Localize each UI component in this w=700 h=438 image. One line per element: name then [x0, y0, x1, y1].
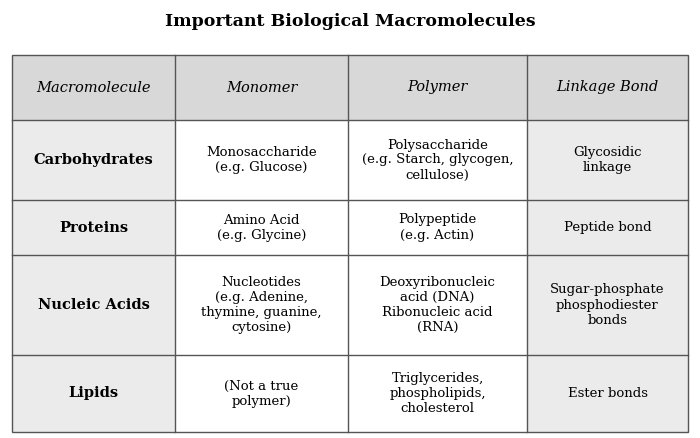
Bar: [348, 120, 527, 432]
Bar: [12, 55, 688, 120]
Text: Ester bonds: Ester bonds: [568, 387, 648, 400]
Text: Monomer: Monomer: [226, 81, 298, 95]
Bar: [12, 120, 175, 432]
Text: Triglycerides,
phospholipids,
cholesterol: Triglycerides, phospholipids, cholestero…: [389, 372, 486, 415]
Text: Polypeptide
(e.g. Actin): Polypeptide (e.g. Actin): [398, 213, 477, 241]
Text: Amino Acid
(e.g. Glycine): Amino Acid (e.g. Glycine): [217, 213, 306, 241]
Text: Proteins: Proteins: [59, 220, 128, 234]
Text: Nucleic Acids: Nucleic Acids: [38, 298, 149, 312]
Bar: [175, 120, 348, 432]
Bar: [12, 55, 688, 432]
Text: Nucleotides
(e.g. Adenine,
thymine, guanine,
cytosine): Nucleotides (e.g. Adenine, thymine, guan…: [202, 276, 322, 334]
Text: Macromolecule: Macromolecule: [36, 81, 150, 95]
Text: Linkage Bond: Linkage Bond: [556, 81, 659, 95]
Text: Peptide bond: Peptide bond: [564, 221, 651, 234]
Text: Deoxyribonucleic
acid (DNA)
Ribonucleic acid
(RNA): Deoxyribonucleic acid (DNA) Ribonucleic …: [379, 276, 496, 334]
Text: Glycosidic
linkage: Glycosidic linkage: [573, 146, 642, 174]
Text: Important Biological Macromolecules: Important Biological Macromolecules: [164, 14, 536, 31]
Bar: [527, 120, 688, 432]
Text: Sugar-phosphate
phosphodiester
bonds: Sugar-phosphate phosphodiester bonds: [550, 283, 665, 326]
Text: Monosaccharide
(e.g. Glucose): Monosaccharide (e.g. Glucose): [206, 146, 317, 174]
Text: Polysaccharide
(e.g. Starch, glycogen,
cellulose): Polysaccharide (e.g. Starch, glycogen, c…: [362, 138, 513, 181]
Text: Carbohydrates: Carbohydrates: [34, 153, 153, 167]
Text: (Not a true
polymer): (Not a true polymer): [225, 379, 299, 407]
Text: Polymer: Polymer: [407, 81, 468, 95]
Text: Lipids: Lipids: [69, 386, 118, 400]
